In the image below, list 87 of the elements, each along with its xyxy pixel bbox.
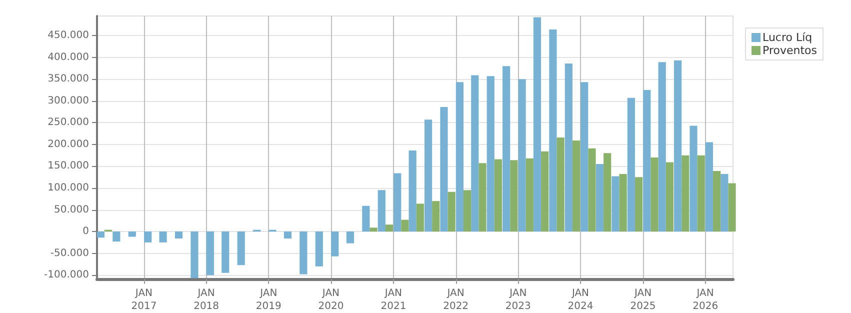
- bar: [486, 76, 494, 232]
- bar: [666, 162, 674, 232]
- bar: [159, 232, 167, 242]
- x-tick-label: JAN 2023: [505, 288, 531, 312]
- x-tick-label: JAN 2025: [630, 288, 656, 312]
- bar: [705, 142, 714, 232]
- bar: [510, 160, 518, 232]
- bar: [556, 137, 564, 232]
- bar: [300, 232, 308, 274]
- bar: [222, 232, 230, 273]
- x-tick-label: JAN 2021: [380, 288, 406, 312]
- bar: [464, 190, 472, 232]
- bar: [401, 220, 409, 232]
- y-tick-label: 150.000: [48, 160, 89, 172]
- bar: [634, 177, 643, 232]
- bar: [144, 232, 152, 242]
- bar: [385, 224, 394, 232]
- bar: [174, 232, 183, 239]
- bar: [315, 232, 323, 266]
- bar: [378, 190, 386, 232]
- bar: [697, 155, 705, 232]
- y-tick-label: 300.000: [48, 95, 89, 106]
- y-tick-label: -100.000: [44, 270, 89, 281]
- bar: [471, 75, 479, 232]
- legend-label: Proventos: [762, 44, 818, 57]
- x-tick-label: JAN 2026: [692, 288, 718, 312]
- bar: [346, 232, 354, 244]
- bar: [596, 164, 604, 232]
- y-tick-label: 200.000: [48, 138, 89, 150]
- x-tick-label: JAN 2017: [131, 288, 157, 312]
- bar: [526, 158, 534, 232]
- legend-label: Lucro Líq: [762, 31, 812, 44]
- bar: [206, 232, 214, 276]
- bar: [549, 30, 557, 232]
- bar: [658, 62, 666, 232]
- x-tick-label: JAN 2024: [568, 288, 594, 312]
- bar: [604, 153, 612, 232]
- bar: [96, 232, 105, 238]
- bar: [394, 173, 402, 232]
- x-tick-label: JAN 2019: [256, 288, 282, 312]
- bar: [728, 183, 736, 232]
- y-tick-label: 100.000: [48, 182, 89, 194]
- bar: [440, 107, 448, 232]
- y-tick-label: 250.000: [48, 117, 89, 128]
- bar: [362, 206, 370, 232]
- bar: [432, 201, 440, 232]
- bar: [370, 228, 378, 232]
- bar: [588, 148, 596, 232]
- bar: [494, 159, 502, 232]
- bar: [564, 63, 572, 232]
- bar: [572, 140, 580, 232]
- bar: [619, 174, 627, 232]
- y-tick-label: 400.000: [48, 52, 89, 63]
- bar: [478, 163, 486, 232]
- bar: [682, 155, 690, 232]
- bar: [424, 120, 432, 232]
- x-tick-label: JAN 2018: [194, 288, 220, 312]
- bar: [650, 158, 658, 232]
- bar: [720, 174, 728, 232]
- bar: [580, 82, 588, 232]
- bar: [456, 82, 464, 232]
- bar: [112, 232, 120, 242]
- bar: [416, 204, 424, 232]
- x-tick-label: JAN 2022: [443, 288, 469, 312]
- bar: [237, 232, 245, 266]
- y-tick-label: 0: [82, 226, 89, 238]
- bar: [541, 151, 549, 232]
- bar: [627, 98, 635, 232]
- bar: [643, 90, 651, 232]
- bar: [128, 232, 136, 237]
- y-tick-label: 50.000: [54, 204, 89, 216]
- bar: [284, 232, 292, 239]
- x-tick-label: JAN 2020: [318, 288, 344, 312]
- bar: [518, 79, 526, 232]
- bar: [190, 232, 198, 278]
- bar: [502, 66, 510, 232]
- y-tick-label: 450.000: [48, 30, 89, 42]
- bar: [612, 176, 620, 232]
- bar: [674, 60, 682, 232]
- bar: [533, 17, 542, 232]
- bar: [331, 232, 339, 256]
- bar: [448, 192, 456, 232]
- y-tick-label: -50.000: [50, 248, 89, 259]
- y-tick-label: 350.000: [48, 74, 89, 85]
- bar: [713, 171, 721, 232]
- bar: [690, 126, 698, 232]
- bar: [408, 150, 416, 232]
